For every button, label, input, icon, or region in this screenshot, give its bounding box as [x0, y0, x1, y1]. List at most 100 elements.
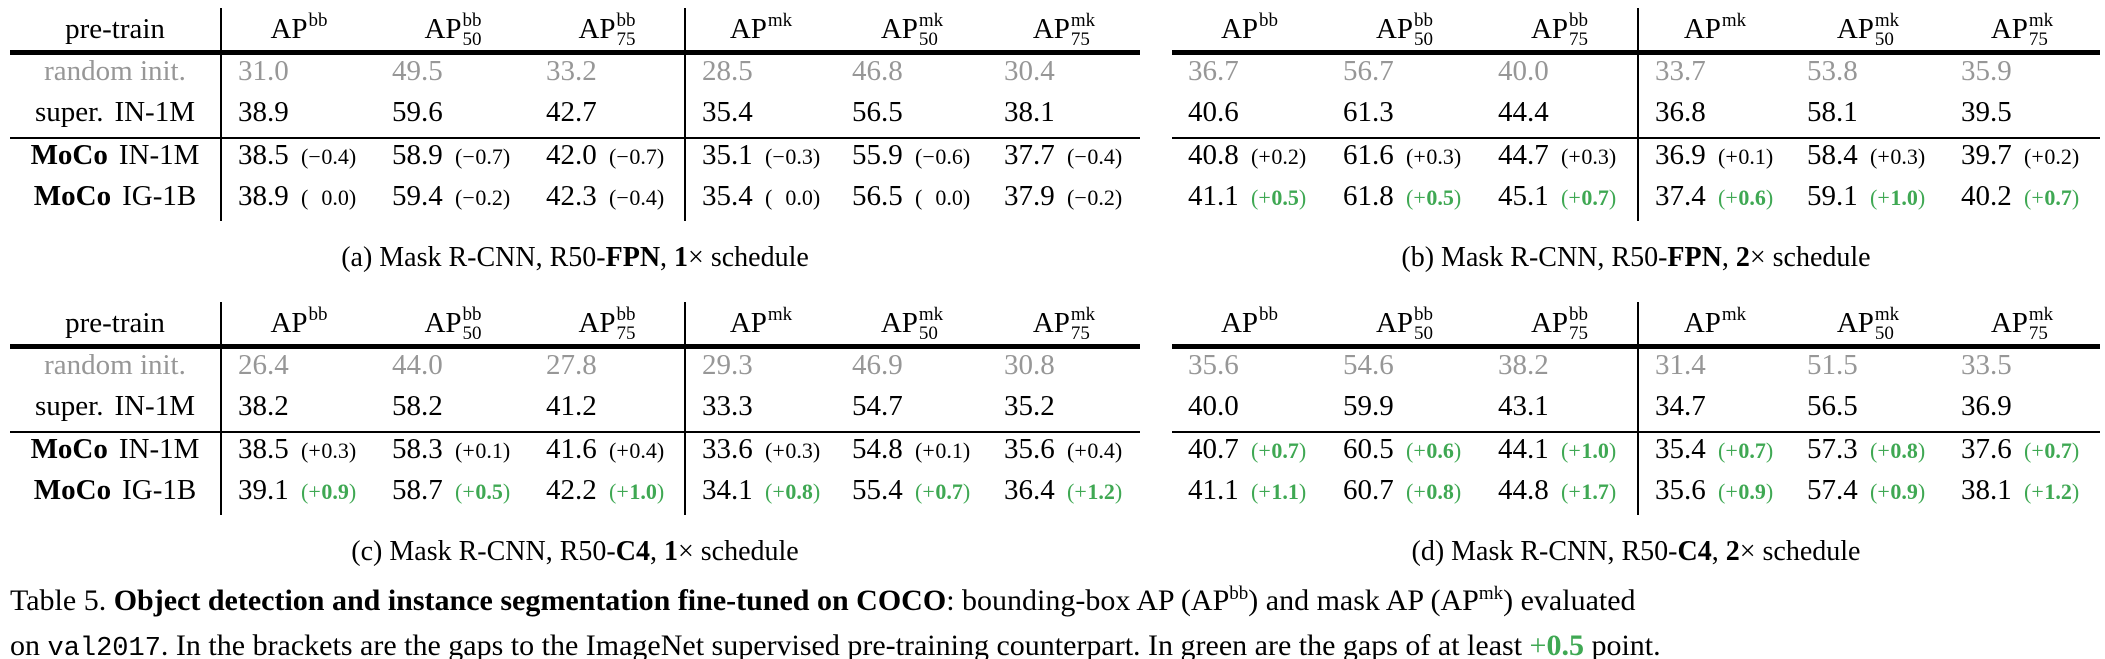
- metric-base: AP: [1990, 306, 2028, 339]
- row-label: MoCo IN-1M: [10, 139, 222, 180]
- table-cell: 27.8: [530, 349, 684, 390]
- ap-value: 44.7: [1498, 139, 1549, 171]
- table-cell: 39.7 (+0.2): [1945, 139, 2099, 180]
- row-label-text: IN-1M: [118, 139, 200, 171]
- table-cell: 40.8 (+0.2): [1172, 139, 1327, 180]
- gap-number: 0.3: [785, 144, 813, 169]
- metric-subscript: 75: [2028, 29, 2048, 50]
- table-cell: 41.1 (+1.1): [1172, 474, 1327, 515]
- metric-base: AP: [729, 306, 767, 339]
- metric-superscript: bb: [616, 10, 636, 31]
- gap-number: 0.6: [1426, 438, 1454, 463]
- ap-value: 35.1: [702, 139, 753, 171]
- gap-number: 0.7: [1738, 438, 1766, 463]
- subtable-a: pre-train AP bb AP bb 50 AP bb 75 AP mk AP mk 50 AP mk 7…: [10, 8, 1140, 276]
- column-header: AP mk 75: [1945, 8, 2099, 50]
- table-cell: 35.6 (+0.4): [988, 433, 1140, 474]
- ap-value: 40.7: [1188, 433, 1239, 465]
- gap-number: 0.3: [1890, 144, 1918, 169]
- table-cell: 38.1 (+1.2): [1945, 474, 2099, 515]
- gap-value: (+0.9): [1870, 479, 1926, 504]
- ap-value: 28.5: [702, 55, 753, 87]
- metric-scripts: bb 75: [1569, 305, 1588, 343]
- caption-text: : bounding-box AP (AP: [946, 584, 1230, 617]
- subtable-caption-text: C4: [615, 536, 650, 567]
- gap-sign: +: [922, 438, 935, 463]
- metric-subscript: 75: [1569, 323, 1589, 344]
- gap-sign: +: [1413, 438, 1426, 463]
- table-cell: 37.9 (−0.2): [988, 180, 1140, 221]
- table-cell: 34.7: [1637, 390, 1791, 431]
- metric-superscript: mk: [1874, 10, 1900, 31]
- pretrain-column-header: pre-train: [10, 302, 222, 344]
- table-a: pre-train AP bb AP bb 50 AP bb 75 AP mk AP mk 50 AP mk 7…: [10, 8, 1140, 221]
- table-cell: 31.4: [1637, 349, 1791, 390]
- gap-number: 1.7: [1581, 479, 1609, 504]
- table-cell: 35.9: [1945, 55, 2099, 96]
- ap-value: 38.2: [238, 390, 289, 422]
- metric-scripts: bb 75: [1569, 11, 1588, 49]
- gap-sign: +: [1413, 479, 1426, 504]
- ap-value: 38.5: [238, 139, 289, 171]
- column-header: AP bb 50: [376, 302, 530, 344]
- table-cell: 28.5: [684, 55, 836, 96]
- row-label-text: IN-1M: [114, 96, 195, 128]
- table-cell: 38.2: [222, 390, 376, 431]
- subtable-b: AP bb AP bb 50 AP bb 75 AP mk AP mk 50 AP mk 75 36.7 56.7…: [1172, 8, 2100, 276]
- column-header: AP mk 50: [1791, 8, 1945, 50]
- metric-base: AP: [1836, 12, 1874, 45]
- subtable-caption: (c) Mask R-CNN, R50-C4, 1× schedule: [10, 536, 1140, 570]
- metric-subscript: 75: [1070, 29, 1090, 50]
- subtable-caption-text: FPN: [1667, 242, 1722, 273]
- gap-number: 0.3: [321, 438, 349, 463]
- gap-sign: +: [1258, 185, 1271, 210]
- ap-value: 41.1: [1188, 180, 1239, 212]
- gap-number: 0.5: [475, 479, 503, 504]
- column-header: AP bb 75: [1482, 302, 1637, 344]
- gap-sign: +: [1258, 144, 1271, 169]
- gap-sign: [922, 185, 935, 211]
- gap-value: (+0.9): [1718, 479, 1774, 504]
- gap-value: (+0.7): [1718, 438, 1774, 463]
- table-cell: 59.9: [1327, 390, 1482, 431]
- table-cell: 46.9: [836, 349, 988, 390]
- table-cell: 44.1 (+1.0): [1482, 433, 1637, 474]
- table-cell: 45.1 (+0.7): [1482, 180, 1637, 221]
- ap-value: 38.9: [238, 96, 289, 128]
- gap-value: (+0.8): [1406, 479, 1462, 504]
- subtable-caption-text: × schedule: [1739, 536, 1861, 567]
- ap-value: 35.6: [1188, 349, 1239, 381]
- ap-value: 59.1: [1807, 180, 1858, 212]
- table-cell: 36.7: [1172, 55, 1327, 96]
- metric-subscript: 50: [1414, 323, 1434, 344]
- table-cell: 54.7: [836, 390, 988, 431]
- table-cell: 44.8 (+1.7): [1482, 474, 1637, 515]
- gap-value: (+0.3): [1561, 144, 1617, 169]
- gap-sign: [772, 185, 785, 211]
- metric-base: AP: [578, 12, 616, 45]
- table-cell: 41.6 (+0.4): [530, 433, 684, 474]
- ap-value: 54.8: [852, 433, 903, 465]
- metric-base: AP: [880, 12, 918, 45]
- table-row-bottom: pre-train AP bb AP bb 50 AP bb 75 AP mk AP mk 50 AP mk 7…: [10, 302, 2105, 570]
- gap-number: 1.2: [1087, 479, 1115, 504]
- metric-base: AP: [578, 306, 616, 339]
- ap-value: 58.4: [1807, 139, 1858, 171]
- row-label-text: IN-1M: [118, 433, 200, 465]
- ap-value: 39.5: [1961, 96, 2012, 128]
- gap-value: (+0.7): [2024, 185, 2080, 210]
- gap-number: 0.7: [2044, 185, 2072, 210]
- ap-value: 42.3: [546, 180, 597, 212]
- ap-value: 37.6: [1961, 433, 2012, 465]
- table-cell: 34.1 (+0.8): [684, 474, 836, 515]
- gap-number: 1.0: [1890, 185, 1918, 210]
- gap-sign: +: [1725, 185, 1738, 210]
- gap-value: (+0.5): [1406, 185, 1462, 210]
- metric-scripts: mk 75: [2029, 305, 2053, 343]
- gap-number: 0.6: [1738, 185, 1766, 210]
- gap-sign: −: [462, 185, 475, 210]
- table-cell: 38.5 (+0.3): [222, 433, 376, 474]
- table-cell: 33.6 (+0.3): [684, 433, 836, 474]
- table-cell: 51.5: [1791, 349, 1945, 390]
- gap-number: 0.6: [935, 144, 963, 169]
